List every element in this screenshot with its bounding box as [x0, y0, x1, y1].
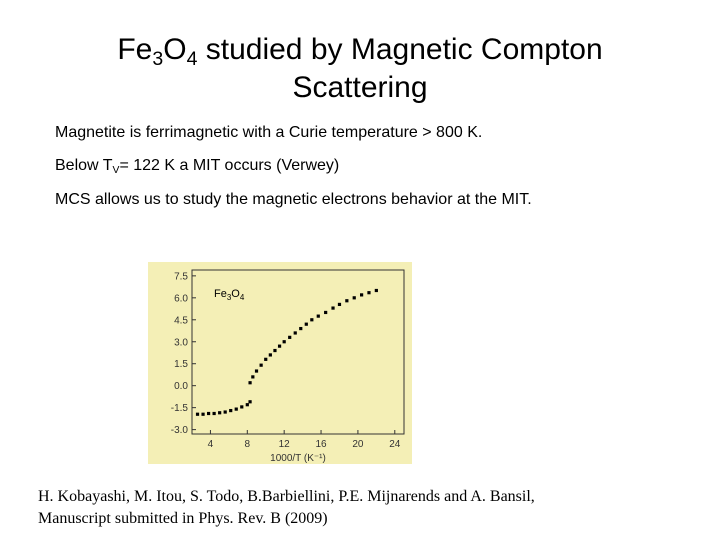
bullet: Magnetite is ferrimagnetic with a Curie … — [55, 124, 483, 141]
title-text: studied by Magnetic Compton — [197, 33, 603, 66]
chart-annotation: Fe3O4 — [214, 288, 245, 302]
data-point — [288, 335, 292, 339]
title-subscript: 4 — [186, 47, 198, 70]
data-point — [299, 326, 303, 331]
slide-title: Scattering — [292, 71, 428, 104]
citation: H. Kobayashi, M. Itou, S. Todo, B.Barbie… — [38, 488, 535, 505]
x-tick-label: 4 — [208, 439, 214, 450]
plot-frame — [191, 269, 405, 435]
y-tick-label: 3.0 — [174, 337, 188, 348]
x-tick-label: 8 — [245, 439, 251, 450]
y-tick-label: 4.5 — [174, 315, 188, 326]
data-point — [268, 353, 272, 357]
data-point — [201, 412, 205, 416]
bullet: Below TV= 122 K a MIT occurs (Verwey) — [55, 157, 339, 176]
slide-title: Fe3O4 studied by Magnetic Compton — [0, 32, 720, 77]
title-subscript: 3 — [152, 47, 164, 70]
data-point — [234, 407, 238, 411]
data-point — [254, 369, 259, 373]
data-point — [240, 405, 244, 409]
x-tick-label: 20 — [352, 439, 364, 450]
y-tick-label: -3.0 — [171, 425, 189, 436]
y-tick-label: 6.0 — [174, 293, 188, 304]
data-point — [264, 357, 268, 361]
data-point — [316, 314, 320, 318]
x-tick-label: 24 — [389, 439, 401, 450]
data-point — [248, 400, 252, 404]
citation: Manuscript submitted in Phys. Rev. B (20… — [38, 510, 328, 527]
title-text: Fe — [117, 33, 153, 66]
data-point — [206, 411, 211, 416]
data-point — [304, 322, 308, 326]
data-point — [367, 291, 371, 295]
data-point — [229, 408, 233, 413]
data-point — [245, 403, 249, 407]
y-tick-label: 7.5 — [174, 271, 188, 282]
bullet-text: Below T — [55, 157, 113, 174]
data-point — [324, 310, 328, 315]
data-point — [310, 318, 314, 322]
data-point — [248, 381, 252, 385]
y-tick-label: 1.5 — [174, 359, 188, 370]
y-tick-label: 0.0 — [174, 381, 188, 392]
bullet: MCS allows us to study the magnetic elec… — [55, 191, 532, 208]
data-point — [360, 293, 364, 297]
data-point — [251, 375, 255, 379]
data-point — [337, 302, 342, 307]
bullet-subscript: V — [112, 165, 120, 177]
x-axis-label: 1000/T (K⁻¹) — [270, 453, 326, 464]
data-point — [223, 410, 227, 414]
x-tick-label: 12 — [279, 439, 291, 450]
y-tick-label: -1.5 — [171, 403, 189, 414]
data-point — [282, 340, 286, 344]
bullet-text: = 122 K a MIT occurs (Verwey) — [119, 157, 340, 174]
chart: Fe3O4 7.5 6.0 4.5 3.0 1.5 0.0 -1.5 -3.0 4 8 12 16 20… — [148, 262, 412, 464]
title-text: O — [163, 33, 187, 66]
x-tick-label: 16 — [315, 439, 327, 450]
data-point — [374, 288, 378, 293]
data-point — [218, 411, 222, 415]
data-point — [212, 411, 216, 416]
data-point — [259, 363, 263, 367]
data-point — [293, 331, 297, 335]
data-point — [273, 348, 277, 353]
data-point — [331, 306, 335, 310]
data-point — [277, 344, 282, 348]
data-point — [195, 412, 200, 416]
data-point — [345, 299, 349, 303]
data-point — [352, 296, 356, 300]
